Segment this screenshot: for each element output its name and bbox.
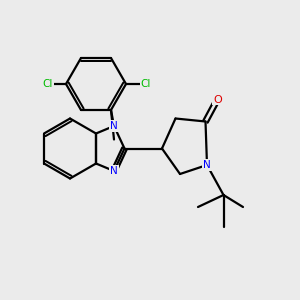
Text: O: O bbox=[213, 94, 222, 105]
Text: N: N bbox=[203, 160, 211, 170]
Text: N: N bbox=[110, 166, 118, 176]
Text: Cl: Cl bbox=[140, 79, 151, 89]
Text: N: N bbox=[110, 121, 118, 131]
Text: Cl: Cl bbox=[43, 79, 53, 89]
